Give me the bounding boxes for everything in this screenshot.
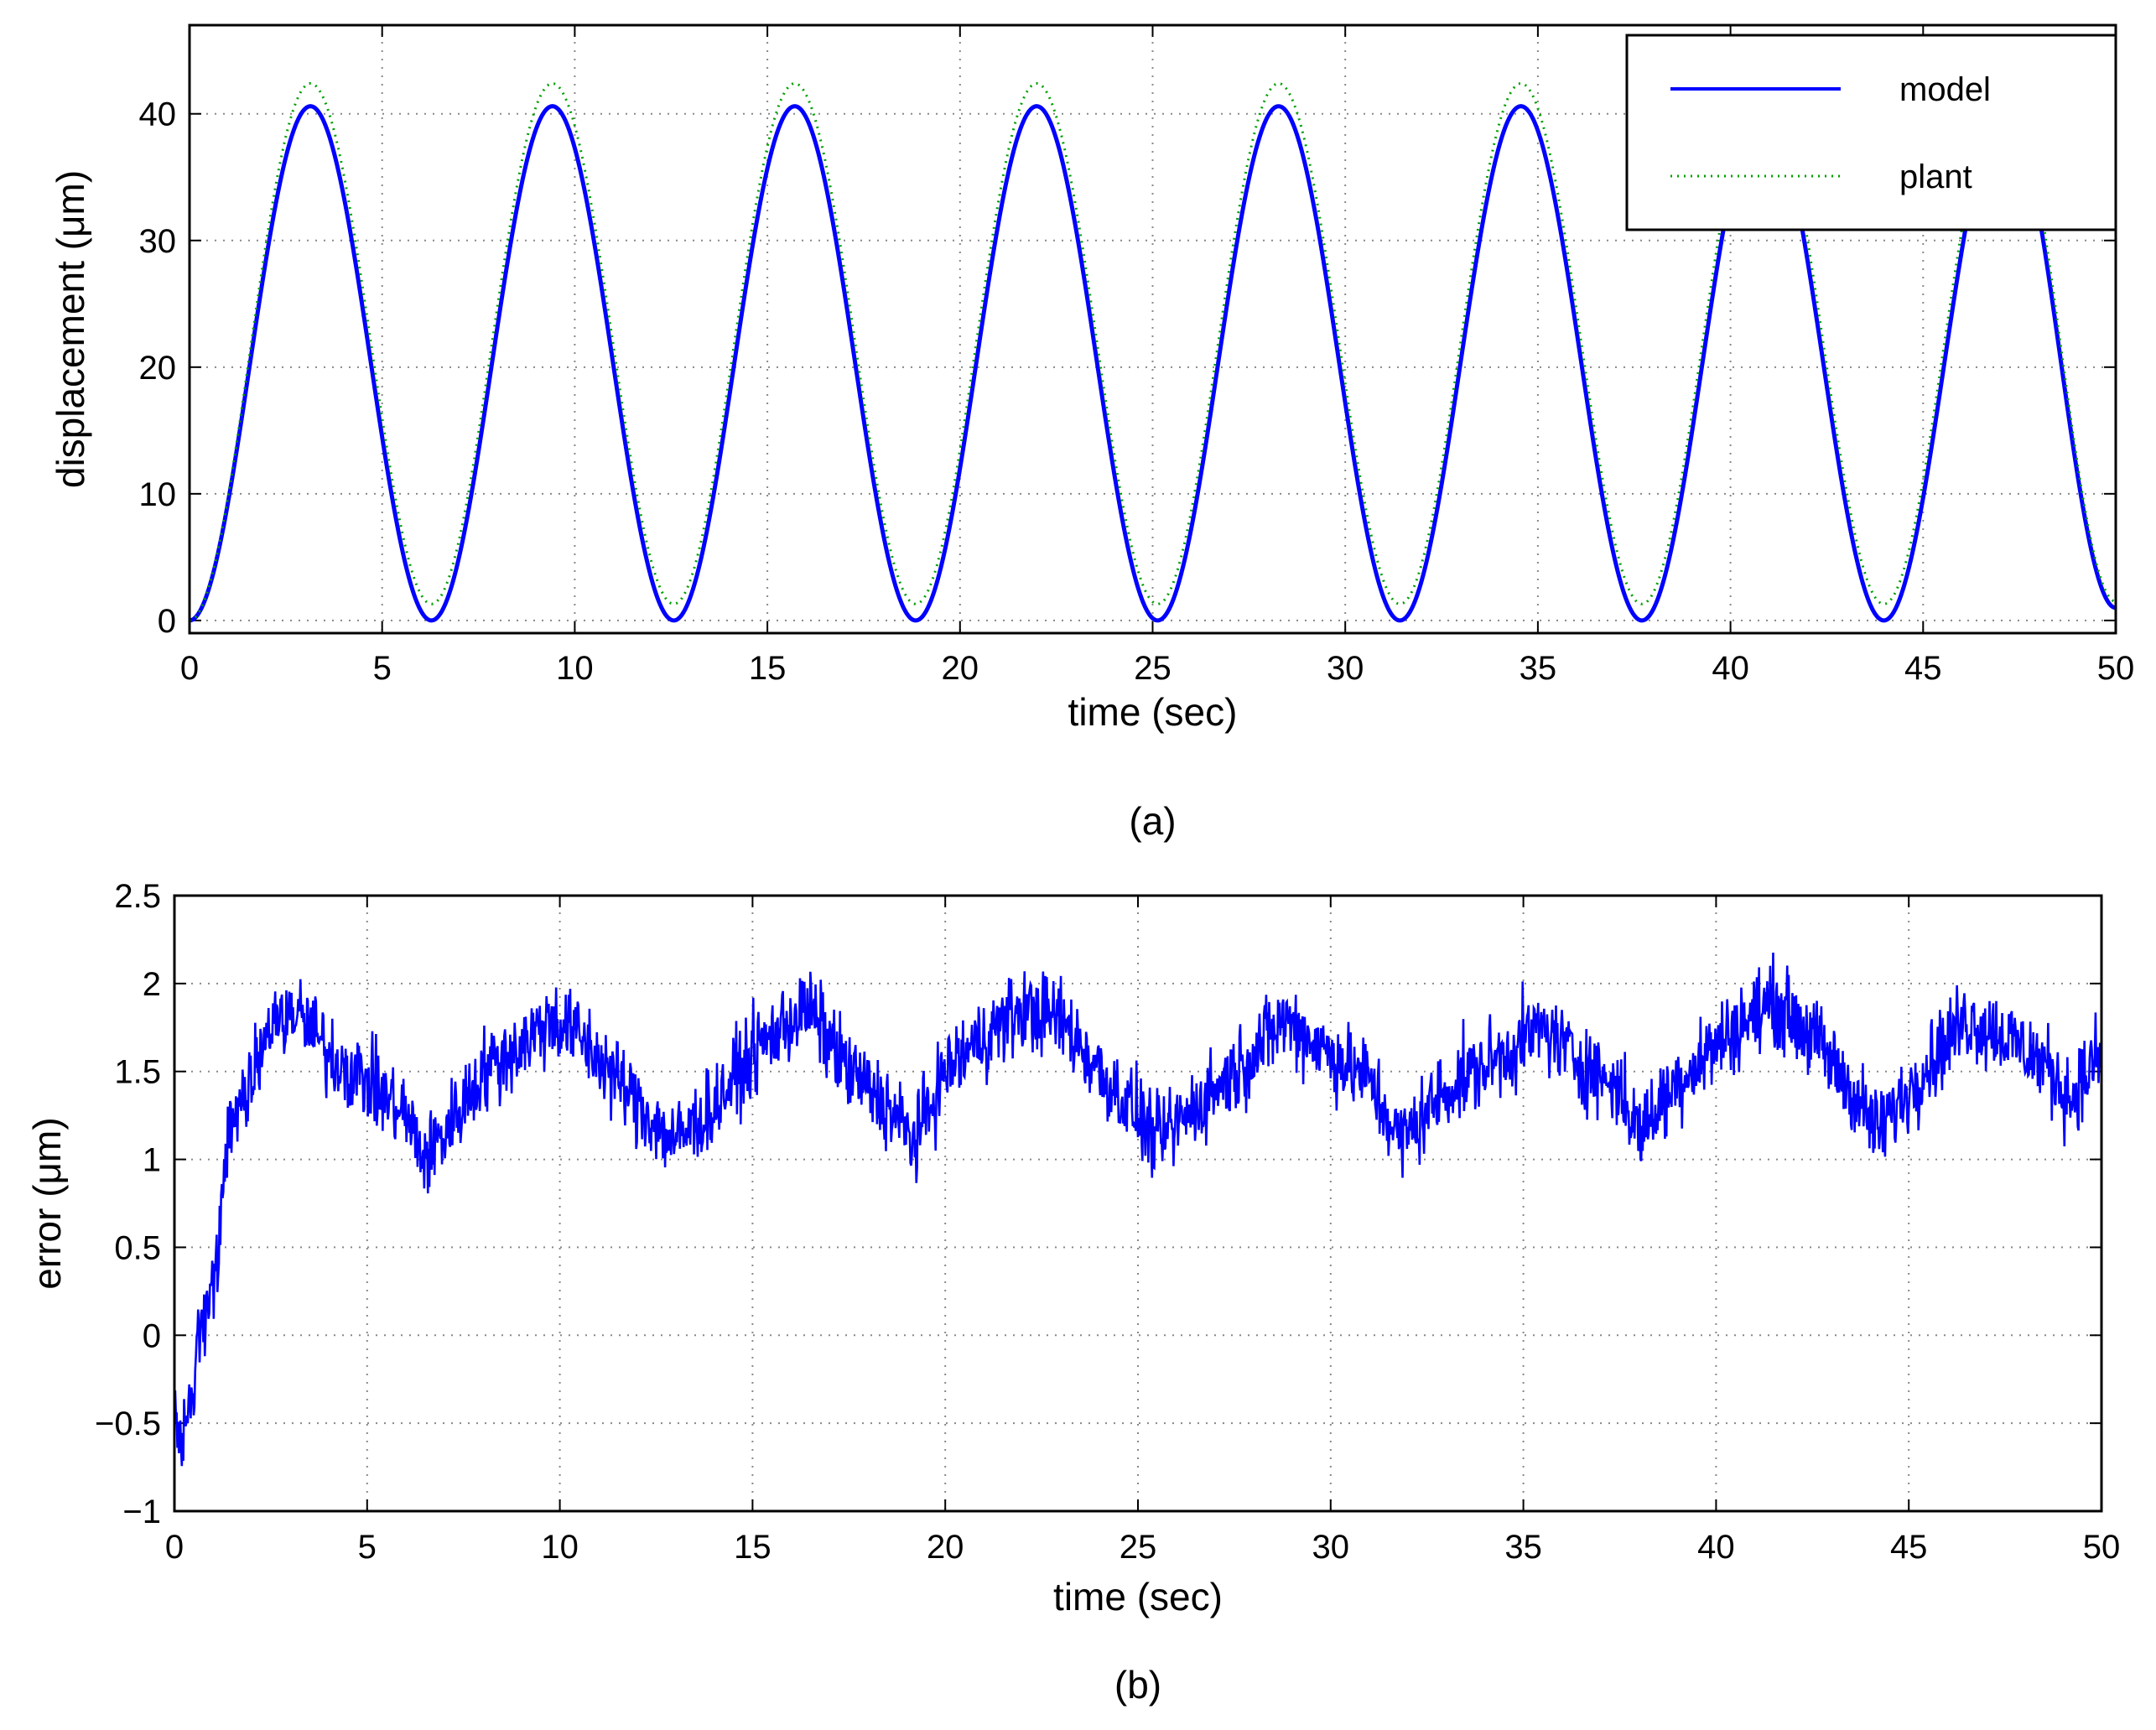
- y-tick-label: 0.5: [114, 1229, 161, 1266]
- axes-box: [173, 894, 2103, 1513]
- x-tick-label: 0: [165, 1529, 184, 1566]
- x-tick-label: 15: [749, 650, 787, 687]
- series-line-plant: [190, 81, 2116, 622]
- x-tick-label: 15: [734, 1529, 771, 1566]
- panel-caption: (b): [1114, 1663, 1161, 1707]
- x-axis-label: time (sec): [1053, 1575, 1223, 1618]
- y-tick-label: 20: [139, 350, 177, 387]
- x-tick-label: 45: [1904, 650, 1942, 687]
- y-tick-label: 40: [139, 96, 177, 133]
- x-tick-label: 35: [1504, 1529, 1542, 1566]
- legend-label-model: model: [1899, 71, 1991, 108]
- x-tick-label: 5: [358, 1529, 377, 1566]
- legend: model plant: [1625, 34, 2117, 231]
- y-tick-label: 1.5: [114, 1054, 161, 1091]
- legend-box: [1625, 34, 2117, 231]
- chart-a: 0 5 10 15 20 25 30 35 40 45 50 0 10 20 30 40 time (sec) d…: [49, 23, 2135, 843]
- x-axis-label: time (sec): [1068, 690, 1238, 734]
- x-tick-label: 25: [1120, 1529, 1157, 1566]
- series-line-error: [174, 952, 2101, 1467]
- y-tick-label: 2.5: [114, 878, 161, 915]
- x-tick-label: 40: [1697, 1529, 1735, 1566]
- y-axis-label: error (μm): [25, 1117, 69, 1289]
- chart-b: 0 5 10 15 20 25 30 35 40 45 50 −1 −0.5 0 0.5 1 1.5 2 2.5 ti…: [25, 878, 2120, 1707]
- y-tick-label: −0.5: [95, 1405, 161, 1442]
- x-tick-label: 40: [1712, 650, 1749, 687]
- axes-box: [188, 23, 2117, 635]
- x-tick-label: 35: [1520, 650, 1557, 687]
- x-tick-label: 45: [1890, 1529, 1928, 1566]
- x-tick-label: 50: [2097, 650, 2135, 687]
- y-tick-label: 0: [158, 603, 176, 640]
- y-tick-label: 0: [143, 1317, 161, 1354]
- x-tick-label: 30: [1312, 1529, 1350, 1566]
- x-tick-label: 30: [1327, 650, 1364, 687]
- x-tick-label: 10: [541, 1529, 579, 1566]
- x-tick-label: 20: [927, 1529, 964, 1566]
- x-tick-label: 10: [556, 650, 594, 687]
- panel-caption: (a): [1129, 799, 1176, 843]
- x-tick-label: 20: [942, 650, 979, 687]
- y-tick-label: −1: [122, 1494, 161, 1530]
- y-tick-label: 30: [139, 223, 177, 260]
- y-tick-label: 10: [139, 476, 177, 513]
- x-tick-label: 50: [2083, 1529, 2121, 1566]
- x-tick-label: 25: [1134, 650, 1172, 687]
- x-tick-label: 0: [180, 650, 199, 687]
- x-tick-label: 5: [373, 650, 392, 687]
- y-axis-label: displacement (μm): [49, 170, 92, 488]
- legend-label-plant: plant: [1899, 158, 1972, 195]
- y-tick-label: 2: [143, 966, 161, 1003]
- y-tick-label: 1: [143, 1142, 161, 1179]
